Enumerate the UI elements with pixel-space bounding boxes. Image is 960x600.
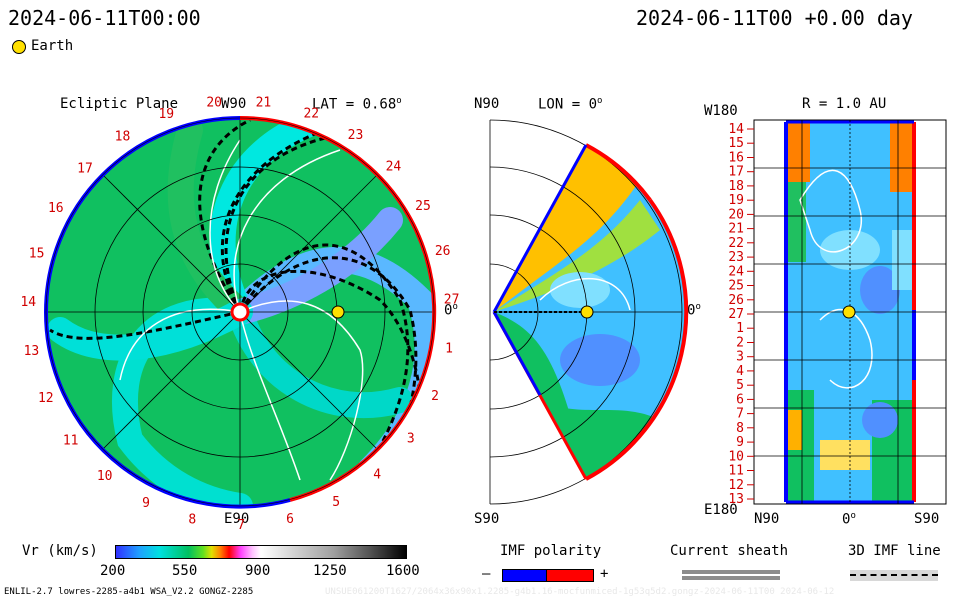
carrington-tick-1: 1 [445,342,453,357]
radial-row-label-27: 27 [728,307,744,322]
carrington-tick-10: 10 [97,469,113,484]
carrington-tick-9: 9 [142,496,150,511]
radial-row-label-4: 4 [736,364,744,379]
carrington-tick-23: 23 [348,128,364,143]
earth-icon-radial [842,305,856,319]
colorbar-tick-200: 200 [100,563,126,579]
imf-minus-label: – [482,566,491,582]
radial-row-label-16: 16 [728,151,744,166]
carrington-tick-14: 14 [20,295,36,310]
radial-row-label-12: 12 [728,478,744,493]
footer-left: ENLIL-2.7 lowres-2285-a4b1 WSA_V2.2 GONG… [4,587,254,597]
radial-row-label-7: 7 [736,407,744,422]
radial-row-label-24: 24 [728,264,744,279]
radial-x-label-s90: S90 [914,511,940,527]
current-sheath-title: Current sheath [670,543,789,559]
radial-row-label-5: 5 [736,378,744,393]
carrington-tick-27: 27 [444,292,460,307]
earth-icon-ecliptic [331,305,345,319]
radial-row-label-3: 3 [736,350,744,365]
radial-row-label-18: 18 [728,179,744,194]
carrington-tick-6: 6 [286,512,294,527]
imf-line-sample [850,570,938,581]
radial-row-label-22: 22 [728,236,744,251]
colorbar-tick-550: 550 [172,563,198,579]
carrington-tick-19: 19 [158,107,174,122]
radial-row-label-13: 13 [728,492,744,507]
radial-title: R = 1.0 AU [802,96,887,112]
radial-row-label-10: 10 [728,449,744,464]
radial-row-label-25: 25 [728,279,744,294]
carrington-tick-7: 7 [237,518,245,533]
radial-row-label-21: 21 [728,222,744,237]
radial-row-label-1: 1 [736,321,744,336]
radial-row-label-19: 19 [728,193,744,208]
radial-x-label-0: 0o [842,511,856,528]
radial-row-label-26: 26 [728,293,744,308]
colorbar-tick-1250: 1250 [313,563,347,579]
carrington-tick-12: 12 [38,391,54,406]
carrington-tick-15: 15 [29,246,45,261]
carrington-tick-24: 24 [386,160,402,175]
imf-polarity-title: IMF polarity [500,543,602,559]
carrington-tick-20: 20 [206,96,222,111]
carrington-tick-2: 2 [431,389,439,404]
ecliptic-title: Ecliptic Plane [60,96,179,112]
carrington-tick-13: 13 [24,344,40,359]
meridional-lon-label: LON = 0o [538,96,603,113]
meridional-bottom-label: S90 [474,511,500,527]
radial-row-label-6: 6 [736,392,744,407]
radial-top-left-label: W180 [704,103,738,119]
carrington-tick-26: 26 [435,244,451,259]
carrington-tick-17: 17 [77,161,93,176]
imf-plus-label: + [600,566,609,582]
radial-row-label-14: 14 [728,122,744,137]
carrington-tick-8: 8 [188,513,196,528]
earth-marker-icon [12,40,26,54]
timestamp-right: 2024-06-11T00 +0.00 day [636,6,913,30]
radial-row-label-2: 2 [736,336,744,351]
ecliptic-right-label: 0o [444,302,458,319]
footer-right: UNSUE061200T1627/2064x36x90x1.2285-g4b1.… [325,587,835,597]
sun-marker-icon [230,302,250,322]
earth-icon-meridional [580,305,594,319]
carrington-tick-5: 5 [332,495,340,510]
carrington-tick-16: 16 [48,201,64,216]
radial-row-label-15: 15 [728,136,744,151]
colorbar-tick-1600: 1600 [386,563,420,579]
ecliptic-lat-label: LAT = 0.68o [312,96,402,113]
imf-line-title: 3D IMF line [848,543,941,559]
carrington-tick-18: 18 [115,130,131,145]
earth-legend-label: Earth [31,38,74,54]
colorbar-label: Vr (km/s) [22,543,98,559]
colorbar [115,545,407,559]
carrington-tick-3: 3 [407,432,415,447]
carrington-tick-21: 21 [256,95,272,110]
imf-negative-swatch [502,569,548,582]
radial-row-label-23: 23 [728,250,744,265]
carrington-tick-25: 25 [415,199,431,214]
radial-row-label-11: 11 [728,464,744,479]
radial-x-label-n90: N90 [754,511,780,527]
carrington-tick-4: 4 [373,468,381,483]
radial-row-label-17: 17 [728,165,744,180]
ecliptic-bottom-label: E90 [224,511,250,527]
radial-row-label-8: 8 [736,421,744,436]
current-sheath-line-2 [682,576,780,580]
imf-positive-swatch [546,569,594,582]
meridional-top-label: N90 [474,96,500,112]
ecliptic-top-label: W90 [221,96,247,112]
radial-row-label-9: 9 [736,435,744,450]
radial-bottom-left-label: E180 [704,502,738,518]
radial-row-label-20: 20 [728,207,744,222]
timestamp-left: 2024-06-11T00:00 [8,6,201,30]
carrington-tick-11: 11 [63,434,79,449]
meridional-right-label: 0o [687,302,701,319]
carrington-tick-22: 22 [303,106,319,121]
colorbar-tick-900: 900 [245,563,271,579]
current-sheath-line-1 [682,570,780,574]
